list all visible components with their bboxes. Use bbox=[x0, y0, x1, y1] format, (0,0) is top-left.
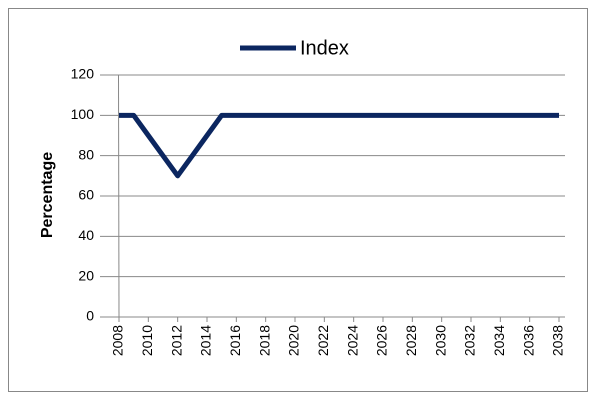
y-tick-label: 100 bbox=[71, 106, 95, 122]
x-tick-label: 2038 bbox=[550, 325, 566, 356]
x-tick-label: 2016 bbox=[227, 325, 243, 356]
x-tick-label: 2024 bbox=[344, 325, 360, 356]
x-tick-label: 2026 bbox=[374, 325, 390, 356]
y-tick-label: 60 bbox=[78, 187, 94, 203]
x-tick-label: 2008 bbox=[110, 325, 126, 356]
x-tick-label: 2018 bbox=[256, 325, 272, 356]
y-tick-label: 20 bbox=[78, 267, 94, 283]
x-tick-label: 2034 bbox=[491, 325, 507, 356]
x-tick-label: 2030 bbox=[432, 325, 448, 356]
y-tick-label: 80 bbox=[78, 146, 94, 162]
y-axis bbox=[118, 74, 120, 318]
x-tick-label: 2020 bbox=[286, 325, 302, 356]
x-tick-label: 2022 bbox=[315, 325, 331, 356]
y-tick-label: 40 bbox=[78, 227, 94, 243]
y-tick-label: 120 bbox=[71, 66, 95, 82]
data-line bbox=[119, 112, 559, 179]
x-tick-label: 2014 bbox=[198, 325, 214, 356]
x-tick-label: 2032 bbox=[462, 325, 478, 356]
y-tick-label: 0 bbox=[86, 308, 94, 324]
x-tick-label: 2036 bbox=[520, 325, 536, 356]
x-tick-label: 2028 bbox=[403, 325, 419, 356]
x-tick-label: 2010 bbox=[139, 325, 155, 356]
x-tick-label: 2012 bbox=[168, 325, 184, 356]
chart-border bbox=[8, 8, 588, 392]
y-axis-label: Percentage bbox=[39, 152, 56, 238]
legend-label: Index bbox=[300, 37, 349, 59]
